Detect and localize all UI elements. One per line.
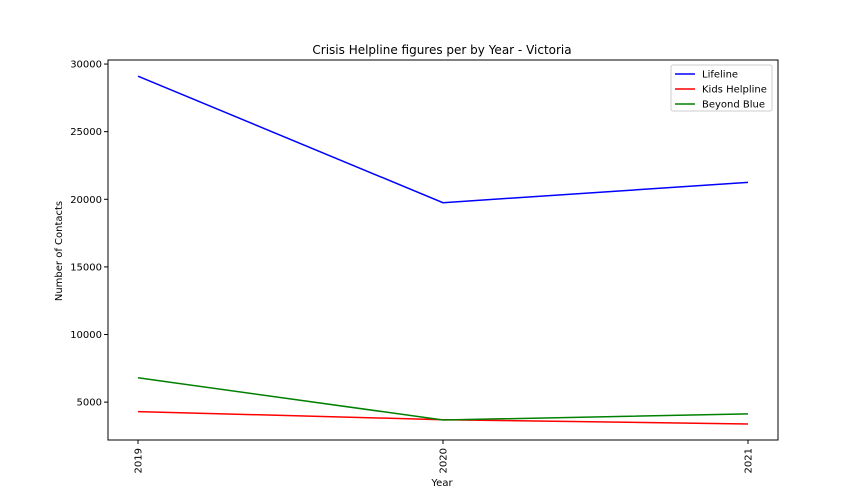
series-line-1 [137, 410, 749, 425]
y-tick-label: 10000 [70, 330, 102, 341]
chart-title: Crisis Helpline figures per by Year - Vi… [312, 43, 571, 57]
series-layer [137, 75, 749, 425]
y-tick-label: 25000 [70, 127, 102, 138]
x-tick-label: 2020 [439, 448, 450, 473]
y-tick-label: 5000 [77, 398, 102, 409]
legend: Lifeline Kids Helpline Beyond Blue [670, 64, 773, 112]
x-tick-label: 2019 [134, 448, 145, 473]
y-axis-label: Number of Contacts [54, 201, 65, 301]
y-tick-label: 15000 [70, 262, 102, 273]
y-axis: 5000 10000 15000 20000 25000 30000 [70, 60, 108, 409]
plot-area [107, 59, 779, 441]
legend-label: Beyond Blue [702, 100, 765, 111]
y-tick-label: 20000 [70, 195, 102, 206]
x-axis-label: Year [430, 478, 453, 489]
series-line-2 [137, 377, 749, 421]
y-tick-label: 30000 [70, 60, 102, 71]
series-line-0 [137, 75, 749, 204]
x-tick-label: 2021 [744, 448, 755, 473]
legend-label: Lifeline [702, 70, 738, 81]
legend-box [670, 64, 773, 112]
x-axis: 2019 2020 2021 [134, 440, 755, 473]
legend-label: Kids Helpline [702, 85, 767, 96]
